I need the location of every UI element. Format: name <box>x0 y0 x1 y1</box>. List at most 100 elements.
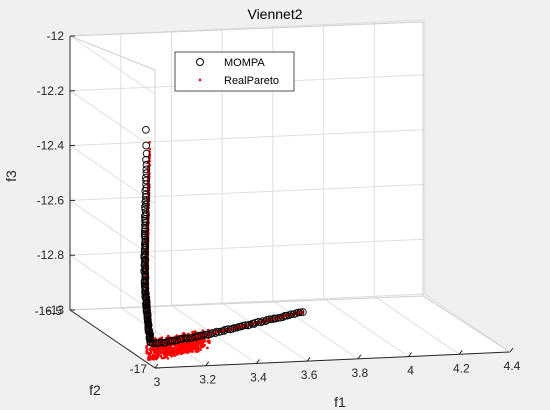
mompa-point <box>296 308 305 317</box>
mompa-point <box>141 198 150 206</box>
realpareto-point <box>145 344 149 348</box>
y-tick-label-1: -17 <box>130 362 148 376</box>
realpareto-point <box>193 344 197 348</box>
x-tick-5 <box>408 352 412 357</box>
z-grid-left-3 <box>69 199 156 259</box>
realpareto-point <box>196 348 200 352</box>
realpareto-point <box>186 348 190 352</box>
x-tick-7 <box>509 347 514 353</box>
x-tick-label-3: 3.6 <box>301 368 318 382</box>
z-grid-back-2 <box>69 129 426 147</box>
z-grid-left-0 <box>69 35 156 95</box>
x-tick-4 <box>357 354 362 360</box>
realpareto-point <box>159 350 163 354</box>
x-grid-floor-6 <box>374 295 460 355</box>
x-tick-label-7: 4.4 <box>504 359 521 373</box>
x-axis-line <box>154 351 511 369</box>
realpareto-point <box>159 348 162 351</box>
mompa-point <box>168 336 177 345</box>
realpareto-point <box>161 347 164 351</box>
mompa-point <box>140 227 149 236</box>
z-grid-left-4 <box>69 254 156 314</box>
mompa-point <box>142 165 151 174</box>
x-tick-2 <box>256 359 260 364</box>
z-grid-left-1 <box>69 90 156 150</box>
x-grid-floor-5 <box>323 298 409 357</box>
left-wall-pane <box>70 36 155 368</box>
realpareto-point <box>206 346 209 350</box>
realpareto-point <box>188 347 192 350</box>
realpareto-point <box>156 348 160 352</box>
legend-mompa-label: MOMPA <box>224 57 265 69</box>
z-grid-left-2 <box>69 145 156 205</box>
x-tick-1 <box>205 361 210 367</box>
realpareto-point <box>166 357 170 360</box>
mompa-point <box>258 317 267 325</box>
axes-panes <box>70 22 510 368</box>
legend-realpareto-marker <box>198 78 202 82</box>
x-tick-label-4: 3.8 <box>352 366 369 380</box>
legend-realpareto-label: RealPareto <box>224 75 279 87</box>
mompa-point <box>287 310 296 319</box>
realpareto-point <box>148 358 152 361</box>
realpareto-point <box>152 356 155 360</box>
realpareto-point <box>152 350 156 354</box>
x-tick-0 <box>154 363 159 369</box>
realpareto-point <box>172 347 175 351</box>
realpareto-point <box>193 342 197 346</box>
z-axis-label: f3 <box>3 170 19 182</box>
x-grid-floor-1 <box>120 307 206 367</box>
realpareto-point <box>182 348 185 351</box>
floor-right-edge <box>422 295 511 353</box>
realpareto-point <box>172 350 176 353</box>
realpareto-point <box>200 344 203 347</box>
realpareto-point <box>148 348 152 352</box>
realpareto-point <box>147 356 150 360</box>
realpareto-point <box>166 349 170 353</box>
legend: MOMPA RealPareto <box>174 51 295 92</box>
z-grid-back-4 <box>69 238 426 256</box>
realpareto-point <box>156 355 160 359</box>
z-tick-label-4: -12.8 <box>37 248 65 262</box>
realpareto-point <box>175 343 179 347</box>
realpareto-point <box>170 354 173 358</box>
mompa-point <box>179 334 187 343</box>
mompa-point <box>217 327 226 336</box>
y-axis-label: f2 <box>89 382 101 398</box>
mompa-point <box>141 203 149 211</box>
realpareto-point <box>153 348 156 351</box>
z-grid-back-3 <box>69 183 426 201</box>
mompa-point <box>142 149 151 158</box>
x-grid-floor-4 <box>272 300 359 360</box>
realpareto-point <box>186 341 189 345</box>
chart-title: Viennet2 <box>247 6 302 22</box>
x-grid-floor-3 <box>221 302 308 362</box>
realpareto-point <box>169 346 172 350</box>
realpareto-point <box>189 350 193 353</box>
mompa-point <box>140 254 149 262</box>
z-tick-label-2: -12.4 <box>37 139 65 153</box>
axis-frame <box>69 21 511 369</box>
legend-box <box>174 51 295 92</box>
mompa-point <box>299 308 307 316</box>
realpareto-point <box>162 353 166 357</box>
x-tick-label-2: 3.4 <box>250 370 267 384</box>
mompa-point <box>265 315 274 324</box>
realpareto-point <box>145 351 148 355</box>
mompa-point <box>141 192 150 201</box>
z-tick-label-0: -12 <box>47 29 65 43</box>
mompa-point <box>241 321 250 330</box>
realpareto-point <box>176 350 179 354</box>
mompa-point <box>263 316 271 324</box>
realpareto-point <box>173 346 177 349</box>
realpareto-point <box>201 329 205 332</box>
y-axis-line <box>69 309 156 369</box>
mompa-point <box>157 338 166 347</box>
legend-mompa-marker <box>196 58 204 66</box>
y-tick-label-0: -16.5 <box>35 304 63 318</box>
x-tick-6 <box>458 349 463 355</box>
mompa-point <box>272 314 280 323</box>
realpareto-point <box>154 357 158 361</box>
realpareto-point <box>194 350 197 353</box>
mompa-point <box>142 302 150 310</box>
